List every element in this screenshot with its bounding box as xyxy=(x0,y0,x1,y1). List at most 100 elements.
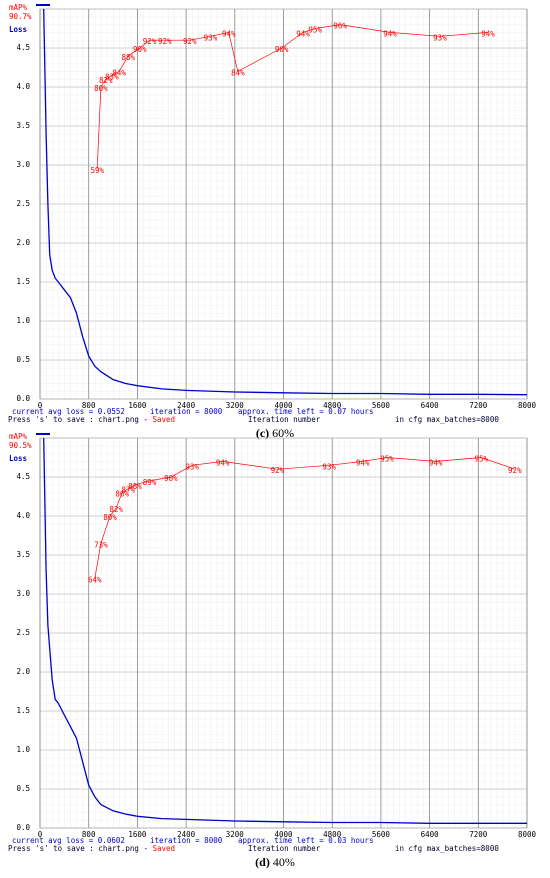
data-label: 94% xyxy=(216,458,230,467)
caption-text: 40% xyxy=(273,855,295,869)
data-label: 64% xyxy=(88,575,102,584)
legend-entry: mAP% xyxy=(9,432,28,441)
caption: (d) 40% xyxy=(255,855,295,869)
y-tick-label: 4.5 xyxy=(16,43,30,52)
cfg-note: in cfg max_batches=8000 xyxy=(395,844,499,853)
data-label: 88% xyxy=(128,482,142,491)
annotation: 90.5% xyxy=(9,441,32,450)
y-tick-label: 1.0 xyxy=(16,745,30,754)
caption-label: (c) xyxy=(256,426,269,440)
data-label: 84% xyxy=(112,68,126,77)
y-tick-label: 4.5 xyxy=(16,472,30,481)
save-note-text: Press 's' to save : chart.png - xyxy=(8,415,153,424)
x-tick-label: 4800 xyxy=(323,830,342,839)
chart: 0.0 0.5 1.0 1.5 2.0 2.5 3.0 3.5 4.0 4.5 0 800 1600 24… xyxy=(8,432,537,869)
x-tick-label: 2400 xyxy=(177,401,196,410)
y-tick-label: 0.0 xyxy=(16,394,30,403)
data-label: 94% xyxy=(356,458,370,467)
data-label: 89% xyxy=(143,478,157,487)
caption-text: 60% xyxy=(272,426,294,440)
loss-line xyxy=(43,437,527,824)
data-label: 92% xyxy=(143,37,157,46)
y-tick-label: 1.5 xyxy=(16,277,30,286)
x-tick-label: 0 xyxy=(38,830,43,839)
data-label: 95% xyxy=(380,455,394,464)
x-tick-label: 6400 xyxy=(421,401,440,410)
caption-label: (d) xyxy=(255,855,270,869)
y-tick-label: 0.5 xyxy=(16,784,30,793)
data-label: 80% xyxy=(103,513,117,522)
y-tick-label: 1.5 xyxy=(16,706,30,715)
status-text: iteration = 8000 xyxy=(150,407,223,416)
y-tick-label: 1.0 xyxy=(16,316,30,325)
x-tick-label: 7200 xyxy=(469,830,488,839)
cfg-note: in cfg max_batches=8000 xyxy=(395,415,499,424)
data-label: 59% xyxy=(90,166,104,175)
chart: 0.0 0.5 1.0 1.5 2.0 2.5 3.0 3.5 4.0 4.5 0 800 1600 24… xyxy=(8,3,537,440)
loss-line xyxy=(43,8,528,396)
save-note-text: Press 's' to save : chart.png - xyxy=(8,844,153,853)
data-label: 88% xyxy=(121,53,135,62)
data-label: 94% xyxy=(481,29,495,38)
data-label: 82% xyxy=(109,505,123,514)
y-tick-label: 0.0 xyxy=(16,823,30,832)
x-tick-label: 1600 xyxy=(128,401,147,410)
data-label: 86% xyxy=(115,490,129,499)
x-tick-label: 8000 xyxy=(518,830,537,839)
save-note: Press 's' to save : chart.png - Saved xyxy=(8,415,175,424)
data-label: 94% xyxy=(383,29,397,38)
x-tick-label: 5600 xyxy=(372,401,391,410)
data-label: 90% xyxy=(164,474,178,483)
data-label: 73% xyxy=(94,540,108,549)
legend-entry: mAP% xyxy=(9,3,28,12)
y-tick-label: 2.0 xyxy=(16,238,30,247)
x-axis-label: Iteration number xyxy=(248,844,321,853)
data-label: 82% xyxy=(99,76,113,85)
y-tick-label: 3.0 xyxy=(16,589,30,598)
status-text: iteration = 8000 xyxy=(150,836,223,845)
status-text: approx. time left = 0.07 hours xyxy=(238,407,373,416)
saved-text: Saved xyxy=(153,415,176,424)
data-label: 90% xyxy=(275,45,289,54)
data-label: 92% xyxy=(158,37,172,46)
data-label: 92% xyxy=(508,466,522,475)
data-label: 87% xyxy=(121,486,135,495)
data-label: 94% xyxy=(429,458,443,467)
x-tick-label: 4800 xyxy=(323,401,342,410)
y-tick-label: 2.0 xyxy=(16,667,30,676)
x-tick-label: 4000 xyxy=(274,401,293,410)
y-tick-label: 4.0 xyxy=(16,82,30,91)
y-tick-label: 3.5 xyxy=(16,550,30,559)
x-tick-label: 800 xyxy=(82,830,96,839)
y-tick-label: 2.5 xyxy=(16,628,30,637)
status-text: approx. time left = 0.03 hours xyxy=(238,836,373,845)
x-tick-label: 8000 xyxy=(518,401,537,410)
x-axis-label: Iteration number xyxy=(248,415,321,424)
data-label: 92% xyxy=(183,37,197,46)
map-line xyxy=(94,457,515,579)
data-label: 90% xyxy=(133,45,147,54)
status-text: current avg loss = 0.0602 xyxy=(12,836,125,845)
annotation: 90.7% xyxy=(9,12,32,21)
data-label: 94% xyxy=(296,29,310,38)
y-tick-label: 3.5 xyxy=(16,121,30,130)
data-label: 84% xyxy=(231,68,245,77)
data-label: 94% xyxy=(222,29,236,38)
data-label: 96% xyxy=(333,22,347,31)
data-label: 93% xyxy=(204,33,218,42)
x-tick-label: 2400 xyxy=(177,830,196,839)
data-label: 93% xyxy=(185,462,199,471)
data-label: 95% xyxy=(475,455,489,464)
save-note: Press 's' to save : chart.png - Saved xyxy=(8,844,175,853)
data-label: 83% xyxy=(105,72,119,81)
x-tick-label: 1600 xyxy=(128,830,147,839)
x-tick-label: 800 xyxy=(82,401,96,410)
data-label: 95% xyxy=(308,26,322,35)
data-label: 92% xyxy=(271,466,285,475)
status-text: current avg loss = 0.0552 xyxy=(12,407,125,416)
y-tick-label: 4.0 xyxy=(16,511,30,520)
x-tick-label: 5600 xyxy=(372,830,391,839)
x-tick-label: 3200 xyxy=(226,830,245,839)
